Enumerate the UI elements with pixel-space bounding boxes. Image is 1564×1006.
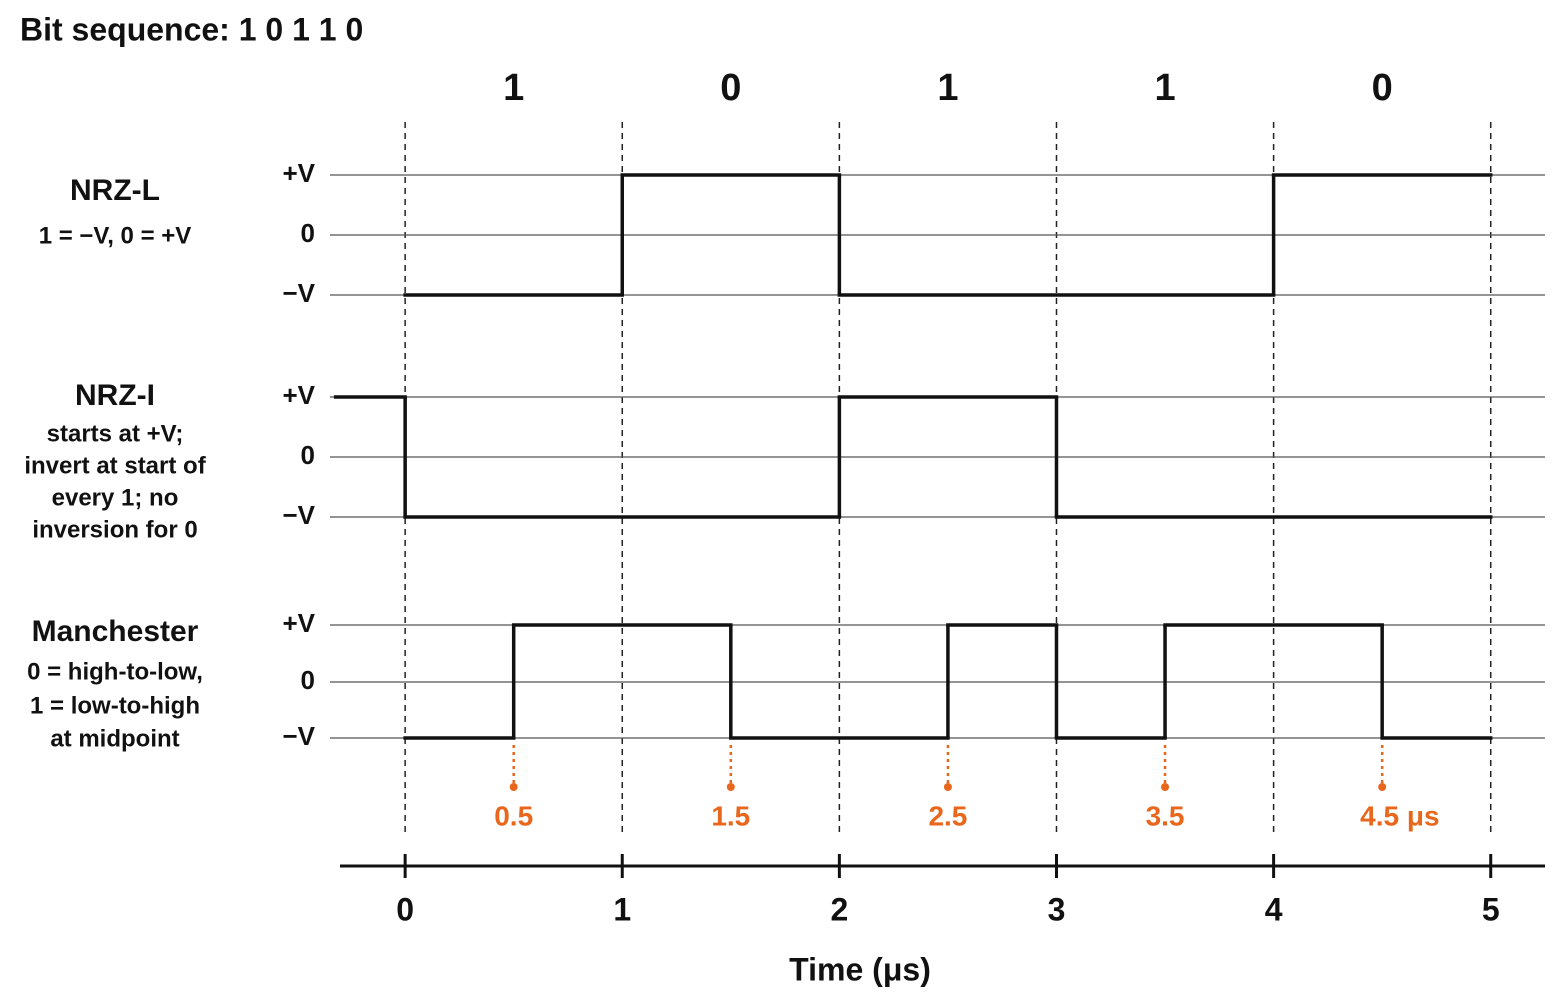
midpoint-dot (1161, 783, 1170, 791)
bit-label: 1 (1154, 67, 1175, 109)
midpoint-dot (509, 783, 518, 791)
row-description: invert at start of (24, 452, 206, 479)
bit-label: 1 (937, 67, 958, 109)
row-title: NRZ-I (75, 379, 155, 412)
level-label: 0 (301, 665, 315, 695)
x-tick-label: 0 (396, 891, 414, 927)
row-description: 1 = low-to-high (30, 692, 200, 719)
level-label: −V (282, 278, 315, 308)
level-label: +V (282, 380, 315, 410)
row-description: at midpoint (50, 725, 179, 752)
x-tick-label: 2 (830, 891, 848, 927)
midpoint-dot (1378, 783, 1387, 791)
midpoint-label: 2.5 (928, 800, 967, 831)
level-label: −V (282, 500, 315, 530)
row-description: 1 = −V, 0 = +V (39, 222, 192, 249)
row-description: inversion for 0 (32, 516, 197, 543)
bit-label: 0 (1372, 67, 1393, 109)
axis-title: Time (μs) (789, 951, 931, 987)
row-description: starts at +V; (47, 420, 184, 447)
x-tick-label: 1 (613, 891, 631, 927)
midpoint-label: 0.5 (494, 800, 533, 831)
midpoint-label: 4.5 μs (1360, 800, 1439, 831)
x-tick-label: 3 (1048, 891, 1066, 927)
bit-label: 0 (720, 67, 741, 109)
midpoint-label: 3.5 (1146, 800, 1185, 831)
x-tick-label: 5 (1482, 891, 1500, 927)
row-title: Manchester (32, 615, 199, 648)
row-title: NRZ-L (70, 174, 160, 207)
row-description: 0 = high-to-low, (27, 658, 203, 685)
level-label: 0 (301, 218, 315, 248)
midpoint-dot (726, 783, 735, 791)
midpoint-dot (943, 783, 952, 791)
level-label: +V (282, 608, 315, 638)
level-label: +V (282, 158, 315, 188)
x-tick-label: 4 (1265, 891, 1283, 927)
row-description: every 1; no (52, 484, 179, 511)
level-label: −V (282, 721, 315, 751)
level-label: 0 (301, 440, 315, 470)
midpoint-label: 1.5 (711, 800, 750, 831)
bit-label: 1 (503, 67, 524, 109)
title: Bit sequence: 1 0 1 1 0 (20, 11, 363, 47)
